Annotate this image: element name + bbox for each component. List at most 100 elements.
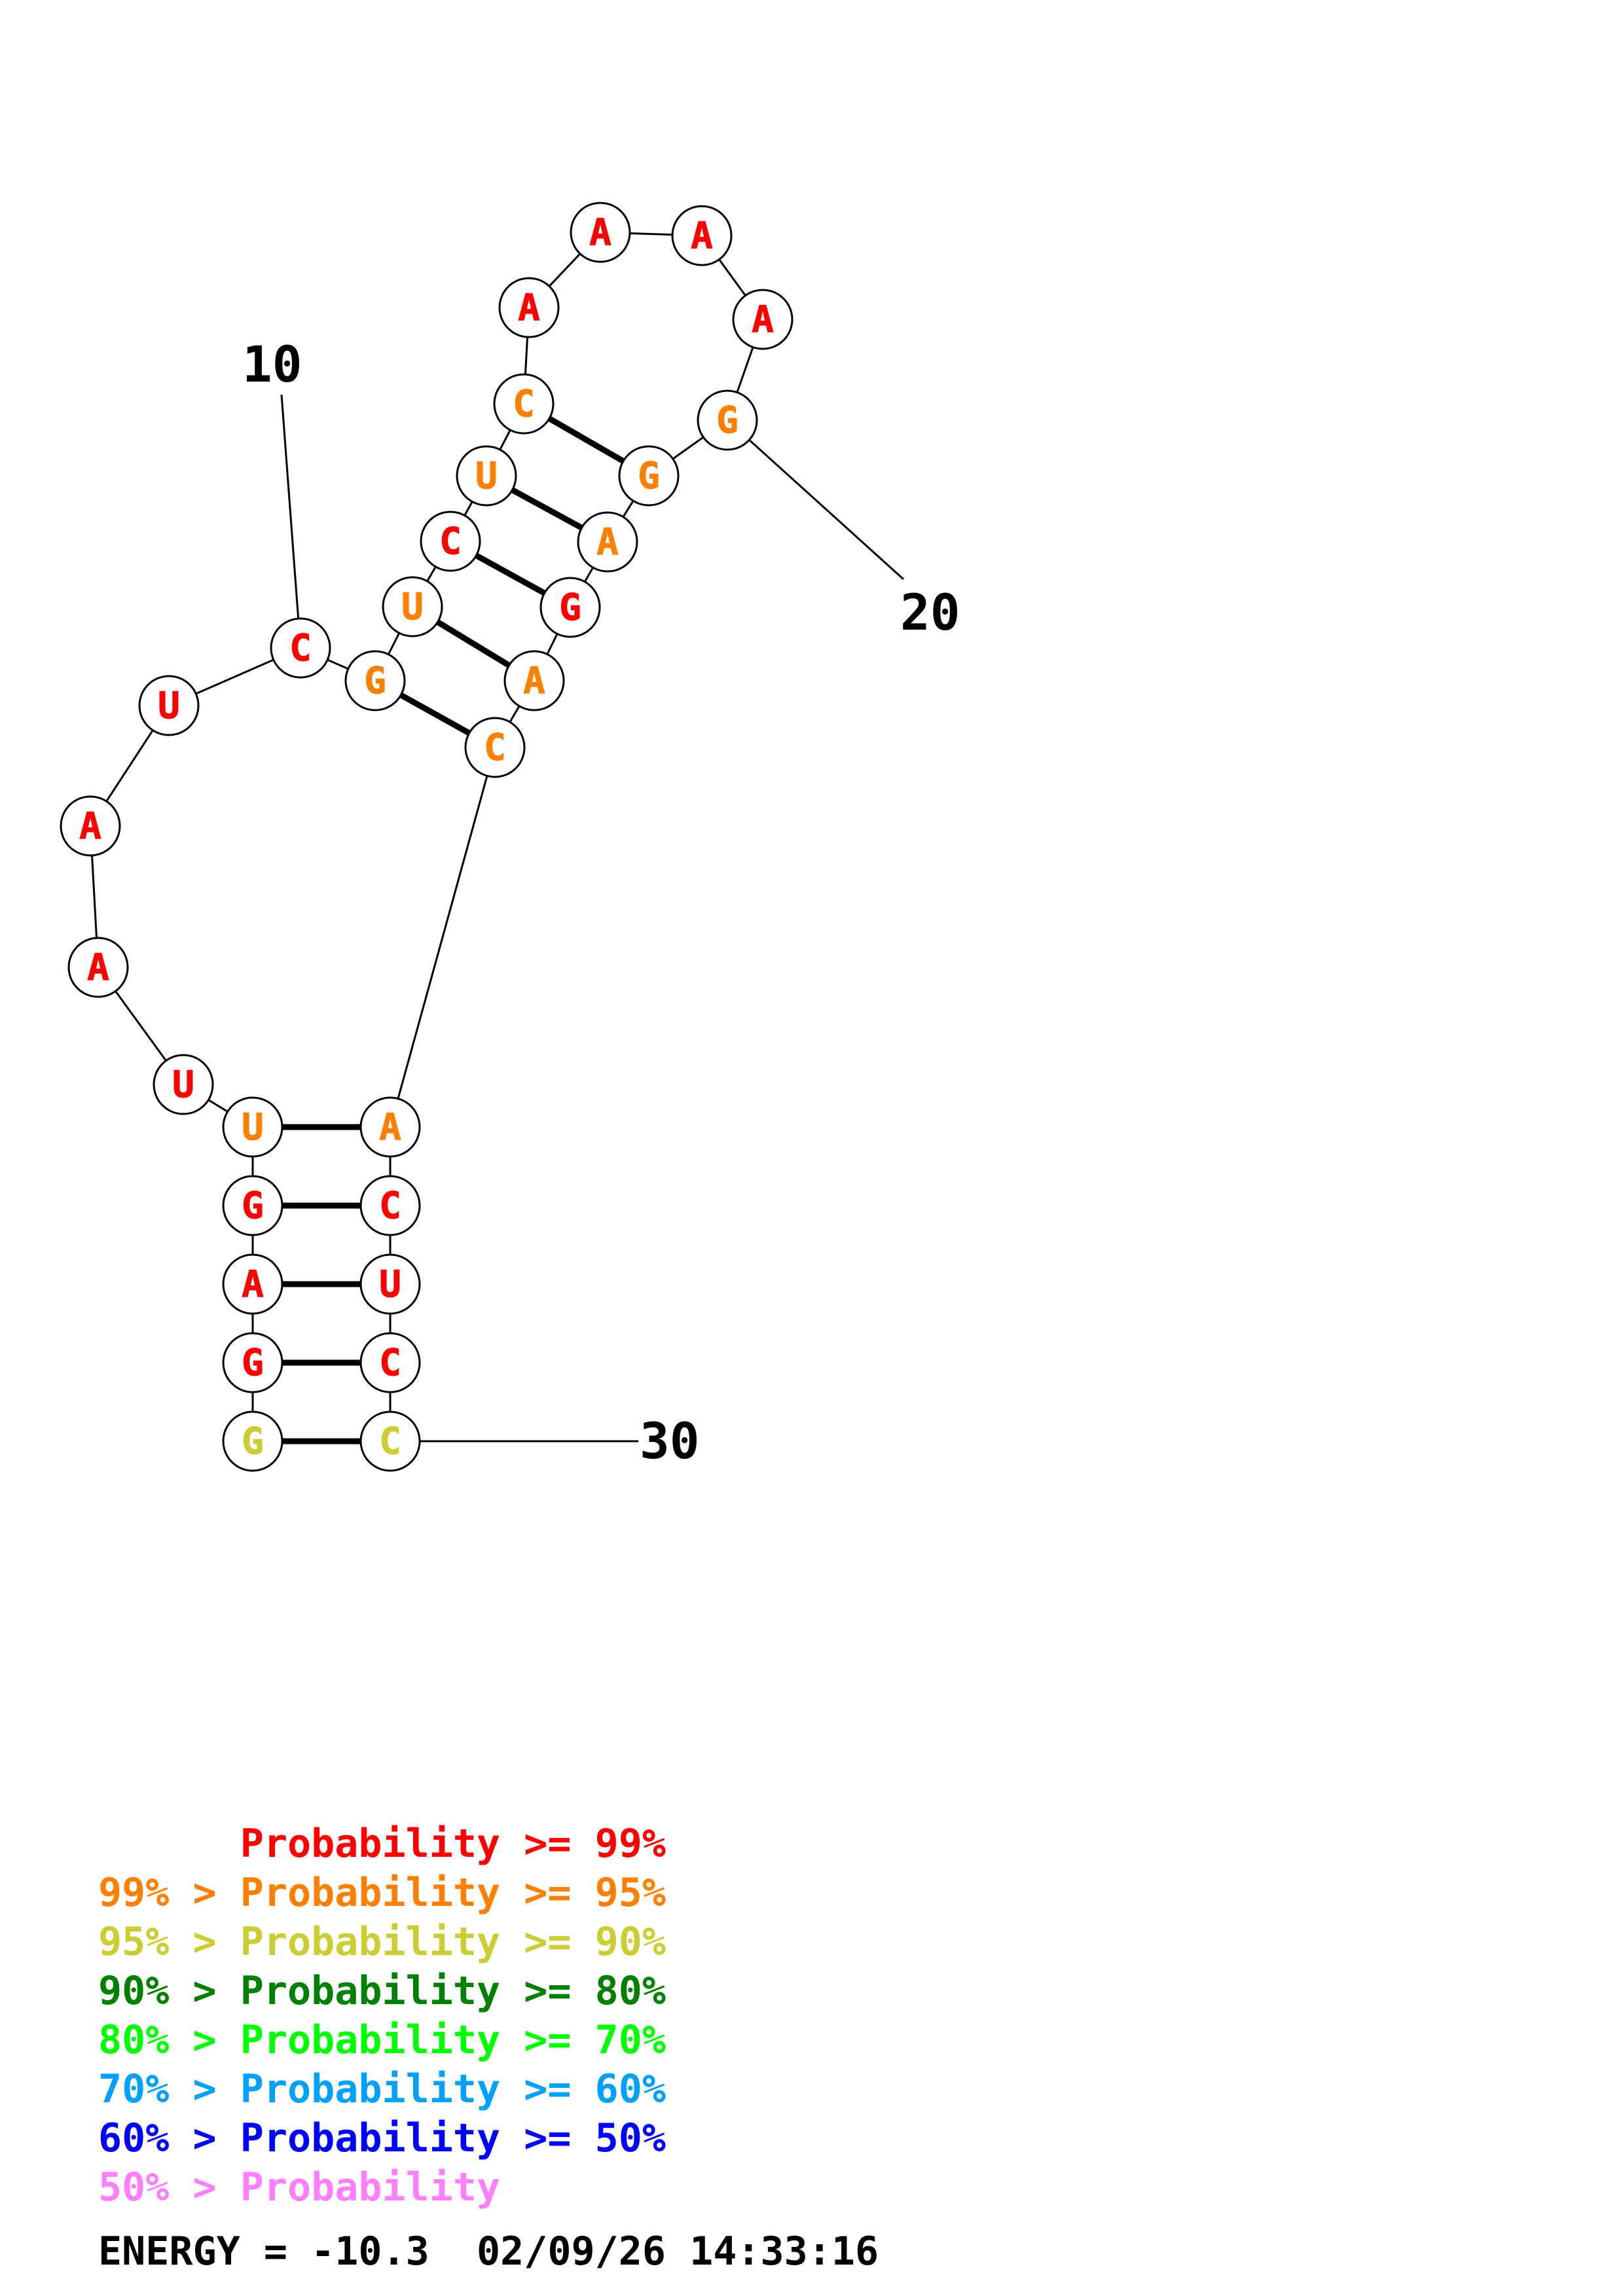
nucleotide: A	[67, 937, 129, 998]
nucleotide-circle	[498, 277, 560, 338]
nucleotide-circle	[359, 1410, 421, 1472]
backbone-links	[89, 231, 764, 1441]
nucleotide-circle	[697, 389, 758, 451]
nucleotide-circle	[222, 1175, 283, 1236]
nucleotide-base-label: U	[172, 1064, 194, 1106]
nucleotide-base-label: G	[242, 1420, 264, 1463]
nucleotide-base-label: C	[484, 726, 506, 769]
legend-row: 99% > Probability >= 95%	[98, 1869, 666, 1918]
nucleotide-base-label: G	[716, 399, 739, 442]
energy-footer: ENERGY = -10.3 02/09/26 14:33:16	[98, 2229, 879, 2274]
nucleotide: A	[577, 511, 638, 573]
nucleotide-circle	[67, 937, 129, 998]
nucleotide-circle	[222, 1096, 283, 1158]
timestamp: 02/09/26 14:33:16	[476, 2229, 879, 2274]
nucleotide: A	[570, 202, 631, 263]
nucleotide-base-label: G	[242, 1185, 264, 1227]
nucleotide-base-label: G	[242, 1342, 264, 1384]
legend-row-text: Probability >= 90%	[240, 1919, 666, 1965]
legend-row: 70% > Probability >= 60%	[98, 2065, 666, 2114]
nucleotide: A	[671, 205, 733, 266]
nucleotide: G	[697, 389, 758, 451]
nucleotide: U	[456, 445, 517, 507]
legend-row: Probability >= 99%	[98, 1820, 666, 1869]
nucleotide: A	[498, 277, 560, 338]
nucleotide-circle	[671, 205, 733, 266]
nucleotide-base-label: C	[439, 520, 462, 563]
nucleotide-circle	[577, 511, 638, 573]
nucleotide: G	[222, 1332, 283, 1393]
nucleotide-circle	[420, 511, 481, 572]
nucleotide: A	[60, 795, 121, 857]
nucleotide: U	[153, 1054, 214, 1115]
nucleotide: G	[344, 650, 406, 711]
position-label-leader	[280, 394, 302, 649]
nucleotide-circle	[222, 1253, 283, 1315]
nucleotide-circle	[138, 675, 200, 736]
nucleotide: U	[222, 1096, 283, 1158]
backbone-link	[389, 747, 496, 1128]
legend-row-prefix: 70% >	[98, 2066, 240, 2112]
nucleotide-circle	[153, 1054, 214, 1115]
nucleotide-circle	[503, 650, 565, 711]
legend-row-text: Probability >= 70%	[240, 2017, 666, 2063]
nucleotide-base-label: U	[242, 1106, 264, 1149]
nucleotide-base-label: C	[379, 1185, 401, 1227]
nucleotide-circle	[456, 445, 517, 507]
legend-row-text: Probability >= 99%	[240, 1821, 666, 1867]
nucleotide-base-label: C	[513, 383, 535, 425]
nucleotide-base-label: U	[158, 685, 180, 727]
legend-row-prefix: 50% >	[98, 2164, 240, 2210]
nucleotide-base-label: A	[523, 660, 545, 702]
nucleotide: G	[539, 577, 601, 638]
nucleotide-base-label: U	[401, 586, 424, 628]
nucleotide-base-label: C	[379, 1342, 401, 1384]
nucleotide: A	[503, 650, 565, 711]
nucleotide-circle	[359, 1096, 421, 1158]
position-label: 20	[900, 583, 960, 641]
nucleotide: C	[359, 1332, 421, 1393]
legend-row-text: Probability	[240, 2164, 501, 2210]
position-label: 30	[640, 1412, 700, 1470]
position-label: 10	[242, 335, 302, 393]
position-labels: 10 20 30	[242, 335, 960, 1470]
nucleotide-circle	[464, 717, 526, 778]
nucleotide: U	[138, 675, 200, 736]
legend-row-text: Probability >= 60%	[240, 2066, 666, 2112]
legend-row: 90% > Probability >= 80%	[98, 1967, 666, 2016]
nucleotide-base-label: G	[638, 455, 660, 497]
nucleotide-base-label: C	[289, 627, 312, 670]
nucleotide: U	[382, 576, 443, 637]
position-label-leader	[726, 419, 905, 581]
nucleotide: C	[359, 1410, 421, 1472]
nucleotide: G	[222, 1410, 283, 1472]
nucleotide-circle	[382, 576, 443, 637]
legend-row: 80% > Probability >= 70%	[98, 2016, 666, 2065]
legend-row-prefix: 60% >	[98, 2115, 240, 2161]
legend-row-prefix	[98, 1821, 240, 1867]
nucleotide: A	[222, 1253, 283, 1315]
nucleotide: C	[493, 373, 555, 435]
legend-row: 60% > Probability >= 50%	[98, 2114, 666, 2163]
nucleotide-circle	[570, 202, 631, 263]
nucleotide: C	[359, 1175, 421, 1236]
legend-row-text: Probability >= 50%	[240, 2115, 666, 2161]
legend-row-prefix: 99% >	[98, 1870, 240, 1916]
nucleotide-circle	[222, 1332, 283, 1393]
nucleotide: U	[359, 1253, 421, 1315]
nucleotide-base-label: G	[364, 660, 386, 702]
legend-row-text: Probability >= 80%	[240, 1968, 666, 2014]
nucleotide-circle	[493, 373, 555, 435]
nucleotide-base-label: C	[379, 1420, 401, 1463]
nucleotide-base-label: U	[475, 455, 498, 497]
nucleotide-circle	[732, 289, 793, 350]
nucleotide: C	[464, 717, 526, 778]
nucleotide-circle	[270, 617, 331, 679]
nucleotide-circle	[222, 1410, 283, 1472]
nucleotide: G	[618, 445, 680, 507]
nucleotide-base-label: A	[79, 805, 101, 848]
nucleotide-base-label: A	[752, 298, 774, 341]
position-label-leaders	[280, 394, 905, 1443]
